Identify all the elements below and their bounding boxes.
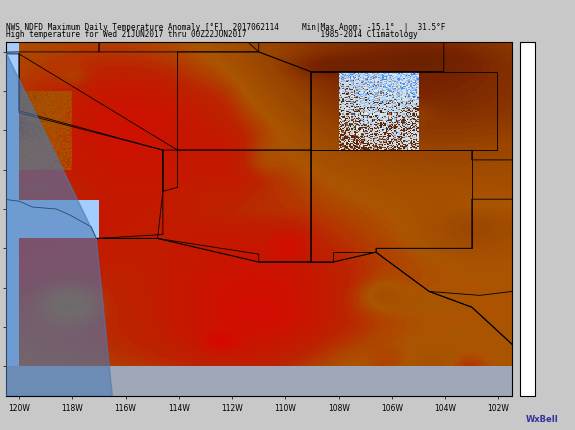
Text: High temperature for Wed 21JUN2017 thru 00Z22JUN2017                1985-2014 Cl: High temperature for Wed 21JUN2017 thru …: [6, 30, 417, 39]
Text: WxBell: WxBell: [526, 415, 559, 424]
Text: NWS NDFD Maximum Daily Temperature Anomaly [°F]  2017062114     Min|Max Anom: -1: NWS NDFD Maximum Daily Temperature Anoma…: [6, 23, 445, 32]
Polygon shape: [0, 0, 112, 396]
